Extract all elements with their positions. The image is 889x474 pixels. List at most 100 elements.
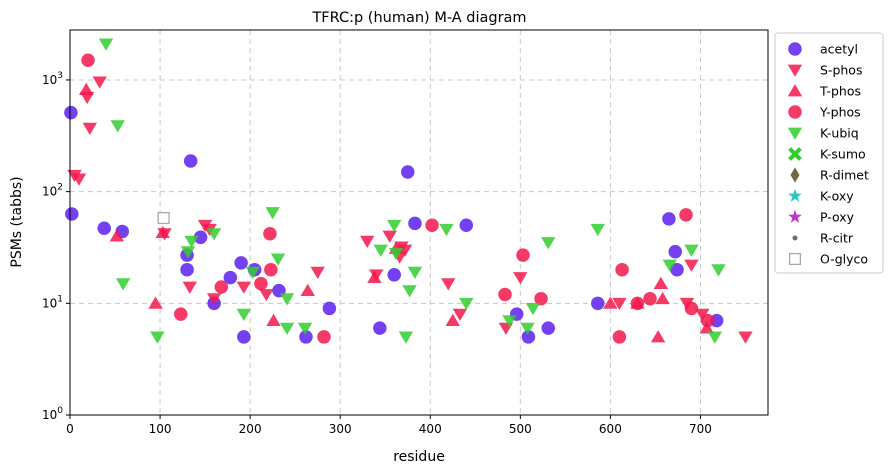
data-point-acetyl bbox=[662, 212, 676, 226]
data-point-k-ubiq bbox=[180, 246, 196, 259]
legend-item: acetyl bbox=[788, 42, 858, 57]
x-tick-label: 500 bbox=[509, 422, 532, 436]
legend-marker-y-phos bbox=[788, 105, 802, 119]
x-tick-label: 700 bbox=[689, 422, 712, 436]
legend-label: O-glyco bbox=[820, 252, 868, 267]
data-point-t-phos bbox=[266, 313, 281, 327]
data-point-t-phos bbox=[300, 283, 315, 296]
data-point-s-phos bbox=[397, 244, 413, 257]
data-points bbox=[64, 38, 753, 344]
data-point-y-phos bbox=[630, 296, 645, 311]
legend-label: R-dimet bbox=[820, 168, 869, 183]
data-point-s-phos bbox=[206, 293, 222, 306]
data-point-acetyl bbox=[65, 207, 79, 221]
data-point-s-phos bbox=[382, 230, 397, 243]
data-point-k-ubiq bbox=[236, 308, 252, 321]
data-point-t-phos bbox=[148, 296, 163, 309]
data-point-s-phos bbox=[182, 281, 197, 294]
y-axis-title: PSMs (tabbs) bbox=[9, 176, 25, 267]
data-point-y-phos bbox=[612, 330, 627, 344]
legend-marker-p-oxy bbox=[788, 209, 802, 223]
legend-label: acetyl bbox=[820, 42, 858, 57]
legend-item: O-glyco bbox=[788, 252, 868, 267]
legend-label: S-phos bbox=[820, 63, 862, 78]
data-point-t-phos bbox=[655, 291, 670, 305]
data-point-acetyl bbox=[183, 154, 198, 168]
data-point-acetyl bbox=[64, 105, 78, 120]
data-point-y-phos bbox=[615, 262, 629, 277]
data-point-acetyl bbox=[299, 330, 313, 344]
legend-item: S-phos bbox=[787, 63, 862, 78]
data-point-acetyl bbox=[459, 218, 474, 232]
chart-title: TFRC:p (human) M-A diagram bbox=[311, 10, 526, 26]
data-point-acetyl bbox=[180, 262, 194, 277]
data-point-s-phos bbox=[695, 308, 710, 321]
data-point-k-ubiq bbox=[439, 223, 454, 237]
data-point-k-ubiq bbox=[387, 219, 402, 233]
data-point-acetyl bbox=[97, 221, 111, 235]
data-point-t-phos bbox=[445, 313, 460, 327]
legend-item: R-dimet bbox=[790, 167, 869, 183]
data-point-s-phos bbox=[513, 272, 528, 285]
legend-item: R-citr bbox=[792, 231, 854, 246]
x-axis-title: residue bbox=[393, 449, 445, 465]
y-tick-base: 10 bbox=[42, 185, 57, 199]
legend-item: T-phos bbox=[787, 84, 861, 99]
data-point-s-phos bbox=[441, 278, 456, 291]
data-point-acetyl bbox=[670, 262, 684, 277]
legend-label: P-oxy bbox=[820, 210, 855, 225]
data-point-s-phos bbox=[82, 122, 98, 136]
plot-frame bbox=[69, 29, 769, 416]
data-point-acetyl bbox=[193, 230, 208, 245]
data-point-y-phos bbox=[679, 208, 693, 222]
data-point-y-phos bbox=[317, 330, 331, 344]
legend-marker-t-phos bbox=[787, 84, 803, 97]
data-point-t-phos bbox=[367, 270, 382, 283]
data-point-k-ubiq bbox=[297, 322, 313, 335]
data-point-k-ubiq bbox=[707, 331, 723, 344]
data-point-s-phos bbox=[310, 266, 325, 280]
data-point-t-phos bbox=[650, 330, 666, 343]
legend-marker-k-sumo bbox=[788, 147, 802, 161]
data-point-y-phos bbox=[643, 291, 657, 306]
data-point-k-ubiq bbox=[110, 120, 125, 133]
y-tick-label: 103 bbox=[42, 71, 63, 87]
legend-item: K-ubiq bbox=[787, 126, 859, 141]
data-point-acetyl bbox=[408, 216, 422, 231]
data-point-s-phos bbox=[92, 76, 107, 89]
legend-marker-k-oxy bbox=[788, 188, 802, 202]
data-point-y-phos bbox=[81, 53, 95, 68]
data-point-s-phos bbox=[452, 308, 468, 321]
data-point-y-phos bbox=[498, 287, 512, 302]
data-point-acetyl bbox=[591, 296, 605, 311]
data-point-acetyl bbox=[541, 321, 555, 335]
y-tick-base: 10 bbox=[42, 408, 57, 422]
x-tick-label: 200 bbox=[239, 422, 262, 436]
data-point-s-phos bbox=[71, 173, 87, 186]
data-point-acetyl bbox=[223, 270, 238, 285]
data-point-acetyl bbox=[521, 330, 536, 344]
x-tick-label: 0 bbox=[66, 422, 74, 436]
data-point-acetyl bbox=[234, 256, 248, 270]
data-point-y-phos bbox=[174, 307, 188, 321]
data-point-acetyl bbox=[322, 301, 337, 316]
data-point-k-ubiq bbox=[279, 322, 295, 335]
legend-label: K-ubiq bbox=[820, 126, 859, 141]
legend-label: T-phos bbox=[819, 84, 861, 99]
legend-label: R-citr bbox=[820, 231, 854, 246]
data-point-k-ubiq bbox=[684, 244, 699, 257]
data-point-k-ubiq bbox=[115, 278, 131, 291]
legend-item: Y-phos bbox=[788, 105, 861, 120]
legend: acetyl S-phos T-phos Y-phos K-ubiq K-sumo R-di… bbox=[774, 32, 884, 274]
data-point-t-phos bbox=[653, 276, 669, 290]
data-point-y-phos bbox=[534, 291, 548, 306]
data-point-k-ubiq bbox=[502, 315, 517, 328]
y-tick-exp: 3 bbox=[57, 71, 63, 81]
data-point-s-phos bbox=[612, 297, 627, 311]
data-point-y-phos bbox=[254, 276, 268, 291]
data-point-k-ubiq bbox=[265, 207, 280, 220]
y-tick-base: 10 bbox=[42, 296, 57, 310]
data-point-o-glyco bbox=[157, 211, 170, 225]
data-point-t-phos bbox=[109, 229, 125, 242]
